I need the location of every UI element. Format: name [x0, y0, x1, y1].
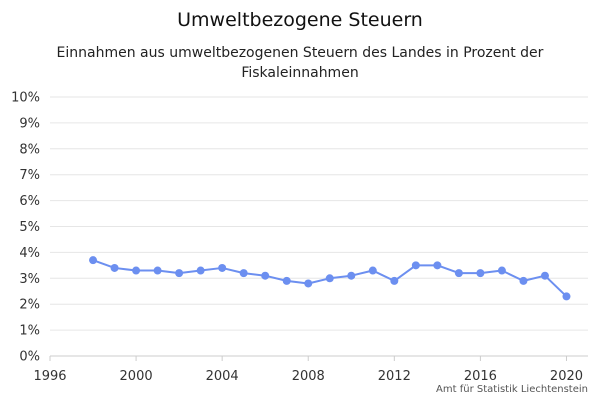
y-tick-label: 7% [19, 168, 40, 183]
x-tick-label: 2004 [206, 369, 239, 384]
y-tick-label: 3% [19, 272, 40, 287]
data-point [368, 266, 377, 275]
chart-subtitle-line-1: Einnahmen aus umweltbezogenen Steuern de… [57, 45, 544, 61]
data-point [239, 269, 248, 278]
y-tick-label: 5% [19, 220, 40, 235]
data-series [89, 256, 571, 301]
data-point [325, 274, 334, 283]
data-point [218, 263, 227, 272]
y-tick-label: 2% [19, 298, 40, 313]
data-point [110, 263, 119, 272]
source-credit: Amt für Statistik Liechtenstein [436, 384, 588, 395]
data-point [261, 271, 270, 280]
data-point [282, 276, 291, 285]
y-tick-label: 9% [19, 116, 40, 131]
data-point [562, 292, 571, 301]
x-tick-label: 2000 [120, 369, 153, 384]
x-tick-label: 1996 [33, 369, 66, 384]
y-tick-label: 4% [19, 246, 40, 261]
y-tick-label: 6% [19, 194, 40, 209]
y-tick-label: 8% [19, 142, 40, 157]
x-tick-label: 2008 [292, 369, 325, 384]
gridlines [50, 96, 588, 331]
data-point [476, 269, 485, 278]
x-tick-label: 2016 [464, 369, 497, 384]
data-point [175, 269, 184, 278]
data-point [89, 256, 98, 265]
x-tick-label: 2020 [550, 369, 583, 384]
data-point [196, 266, 205, 275]
y-tick-label: 1% [19, 324, 40, 339]
data-point [497, 266, 506, 275]
data-point [304, 279, 313, 288]
data-point [454, 269, 463, 278]
chart-subtitle-line-2: Fiskaleinnahmen [241, 65, 358, 81]
x-tick-label: 2012 [378, 369, 411, 384]
y-axis-tick-labels: 0% 1% 2% 3% 4% 5% 6% 7% 8% 9% 10% [11, 91, 40, 365]
data-point [540, 271, 549, 280]
data-point [347, 271, 356, 280]
y-tick-label: 10% [11, 91, 40, 106]
y-tick-label: 0% [19, 350, 40, 365]
data-point [519, 276, 528, 285]
data-point [433, 261, 442, 270]
data-point [411, 261, 420, 270]
data-point [390, 276, 399, 285]
axes [49, 355, 588, 361]
data-point [132, 266, 141, 275]
chart-title: Umweltbezogene Steuern [177, 9, 423, 31]
data-point [153, 266, 162, 275]
x-axis-tick-labels: 1996 2000 2004 2008 2012 2016 2020 [33, 369, 583, 384]
